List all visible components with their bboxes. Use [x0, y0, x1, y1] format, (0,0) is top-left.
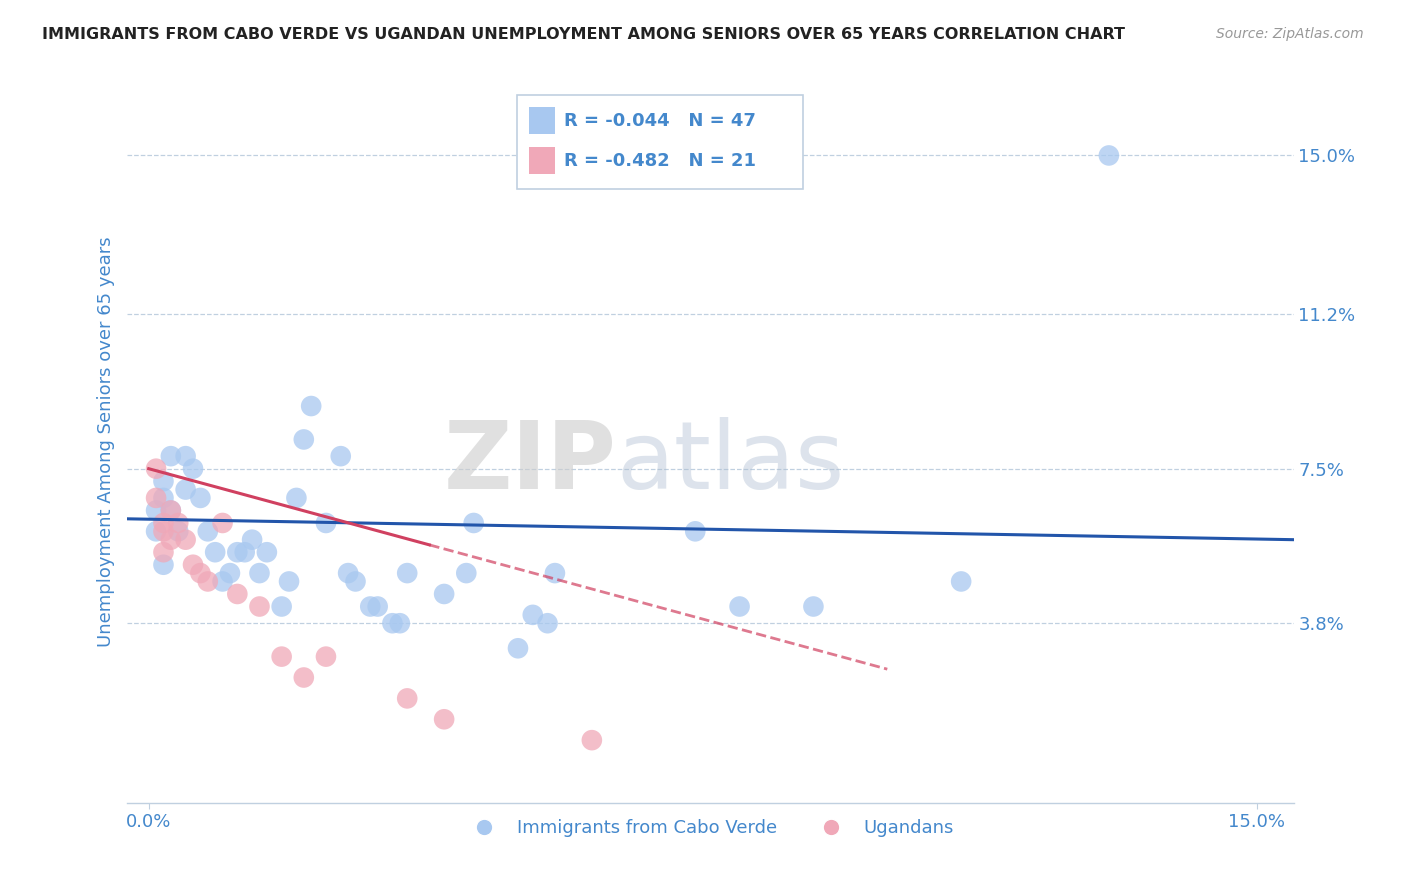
Text: Source: ZipAtlas.com: Source: ZipAtlas.com: [1216, 27, 1364, 41]
Point: [249, 566, 271, 580]
Point: [522, 607, 544, 622]
Point: [233, 545, 256, 559]
Point: [197, 574, 219, 589]
Point: [381, 616, 404, 631]
Point: [160, 533, 183, 547]
Point: [1098, 148, 1121, 162]
Point: [211, 574, 233, 589]
Point: [226, 545, 249, 559]
Point: [204, 545, 226, 559]
Point: [683, 524, 706, 539]
Point: [211, 516, 233, 530]
Point: [219, 566, 242, 580]
Point: [152, 474, 174, 488]
Point: [388, 616, 411, 631]
Point: [337, 566, 360, 580]
Point: [315, 649, 337, 664]
Point: [152, 545, 174, 559]
Point: [344, 574, 367, 589]
Point: [396, 691, 419, 706]
Point: [167, 524, 190, 539]
Text: ZIP: ZIP: [444, 417, 617, 509]
Point: [396, 566, 419, 580]
Point: [456, 566, 478, 580]
Point: [536, 616, 558, 631]
Text: R = -0.044   N = 47: R = -0.044 N = 47: [564, 112, 756, 130]
Point: [152, 491, 174, 505]
FancyBboxPatch shape: [529, 107, 555, 135]
Point: [463, 516, 485, 530]
Point: [256, 545, 278, 559]
Y-axis label: Unemployment Among Seniors over 65 years: Unemployment Among Seniors over 65 years: [97, 236, 115, 647]
Point: [581, 733, 603, 747]
Point: [160, 449, 183, 463]
Point: [506, 641, 529, 656]
Point: [152, 524, 174, 539]
Point: [152, 516, 174, 530]
Text: IMMIGRANTS FROM CABO VERDE VS UGANDAN UNEMPLOYMENT AMONG SENIORS OVER 65 YEARS C: IMMIGRANTS FROM CABO VERDE VS UGANDAN UN…: [42, 27, 1125, 42]
Point: [367, 599, 389, 614]
Point: [174, 449, 197, 463]
Point: [181, 558, 204, 572]
Point: [145, 491, 167, 505]
Point: [544, 566, 567, 580]
Point: [167, 516, 190, 530]
Point: [197, 524, 219, 539]
Point: [181, 461, 204, 475]
Point: [278, 574, 301, 589]
Point: [160, 503, 183, 517]
FancyBboxPatch shape: [529, 147, 555, 174]
Point: [728, 599, 751, 614]
Point: [359, 599, 381, 614]
Point: [292, 433, 315, 447]
Point: [270, 649, 292, 664]
Point: [190, 566, 212, 580]
Point: [433, 712, 456, 726]
FancyBboxPatch shape: [517, 95, 803, 189]
Point: [152, 558, 174, 572]
Point: [315, 516, 337, 530]
Text: atlas: atlas: [617, 417, 845, 509]
Point: [160, 503, 183, 517]
Legend: Immigrants from Cabo Verde, Ugandans: Immigrants from Cabo Verde, Ugandans: [458, 812, 962, 845]
Point: [329, 449, 352, 463]
Point: [285, 491, 308, 505]
Point: [190, 491, 212, 505]
Point: [803, 599, 825, 614]
Point: [145, 524, 167, 539]
Point: [249, 599, 271, 614]
Point: [226, 587, 249, 601]
Point: [145, 503, 167, 517]
Point: [433, 587, 456, 601]
Point: [174, 533, 197, 547]
Point: [174, 483, 197, 497]
Point: [299, 399, 322, 413]
Point: [292, 671, 315, 685]
Point: [950, 574, 973, 589]
Point: [145, 461, 167, 475]
Point: [240, 533, 263, 547]
Text: R = -0.482   N = 21: R = -0.482 N = 21: [564, 153, 756, 170]
Point: [270, 599, 292, 614]
